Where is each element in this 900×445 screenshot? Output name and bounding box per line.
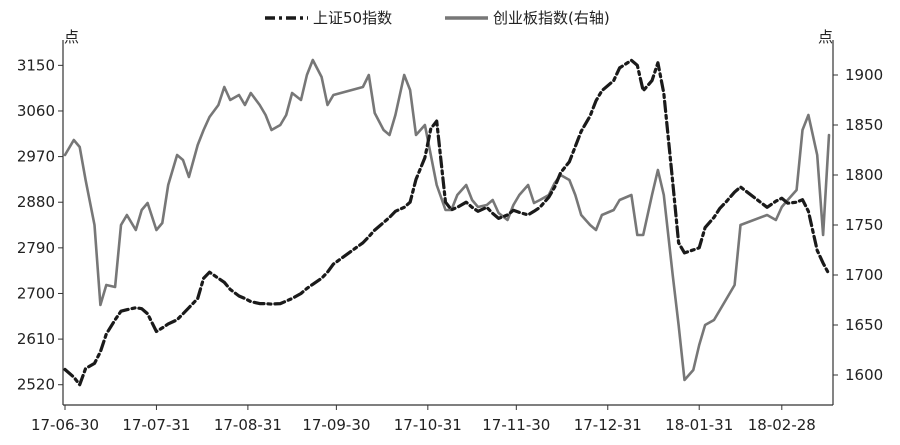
left-tick-label: 2970: [17, 148, 55, 166]
right-tick-label: 1750: [845, 216, 883, 234]
left-axis-ticks: 2520 2610 2700 2790 2880 2970 3060 3150: [17, 56, 63, 394]
right-tick-label: 1700: [845, 266, 883, 284]
x-tick-label: 17-10-31: [394, 416, 462, 434]
left-tick-label: 3060: [17, 102, 55, 120]
legend-label-sse50: 上证50指数: [313, 9, 392, 27]
legend-label-chinext: 创业板指数(右轴): [493, 9, 610, 27]
right-tick-label: 1650: [845, 316, 883, 334]
x-tick-label: 17-09-30: [302, 416, 370, 434]
series-layer: [63, 58, 831, 387]
x-tick-label: 17-12-31: [574, 416, 642, 434]
x-tick-label: 17-06-30: [31, 416, 99, 434]
left-tick-label: 2790: [17, 239, 55, 257]
series-line-sse50: [63, 58, 831, 387]
x-tick-label: 17-07-31: [122, 416, 190, 434]
x-tick-label: 17-08-31: [214, 416, 282, 434]
right-tick-label: 1800: [845, 166, 883, 184]
left-axis-unit: 点: [64, 28, 79, 46]
x-tick-label: 17-11-30: [482, 416, 550, 434]
right-axis-unit: 点: [818, 28, 833, 46]
left-tick-label: 2520: [17, 376, 55, 394]
x-tick-label: 18-02-28: [748, 416, 816, 434]
left-tick-label: 2610: [17, 330, 55, 348]
x-tick-label: 18-01-31: [665, 416, 733, 434]
right-axis-ticks: 1600 1650 1700 1750 1800 1850 1900: [833, 66, 883, 384]
right-tick-label: 1600: [845, 366, 883, 384]
left-tick-label: 2700: [17, 284, 55, 302]
right-tick-label: 1850: [845, 116, 883, 134]
series-line-chinext: [63, 58, 831, 382]
x-axis-ticks: 17-06-30 17-07-31 17-08-31 17-09-30 17-10-31…: [31, 405, 816, 434]
left-tick-label: 2880: [17, 193, 55, 211]
left-tick-label: 3150: [17, 56, 55, 74]
right-tick-label: 1900: [845, 66, 883, 84]
legend: 上证50指数 创业板指数(右轴): [265, 9, 610, 27]
